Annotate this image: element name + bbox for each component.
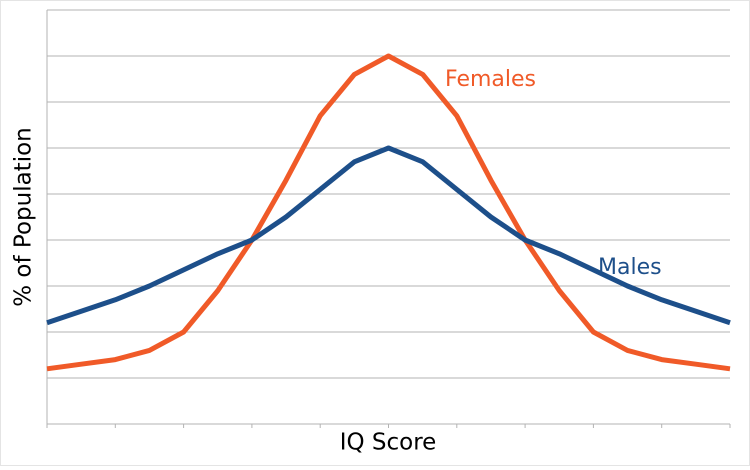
series-label: Females — [445, 67, 536, 92]
y-axis-label: % of Population — [11, 127, 37, 307]
series-line — [46, 145, 731, 326]
x-axis-label: IQ Score — [340, 430, 437, 456]
series-line — [46, 53, 731, 372]
series-label: Males — [598, 255, 662, 280]
